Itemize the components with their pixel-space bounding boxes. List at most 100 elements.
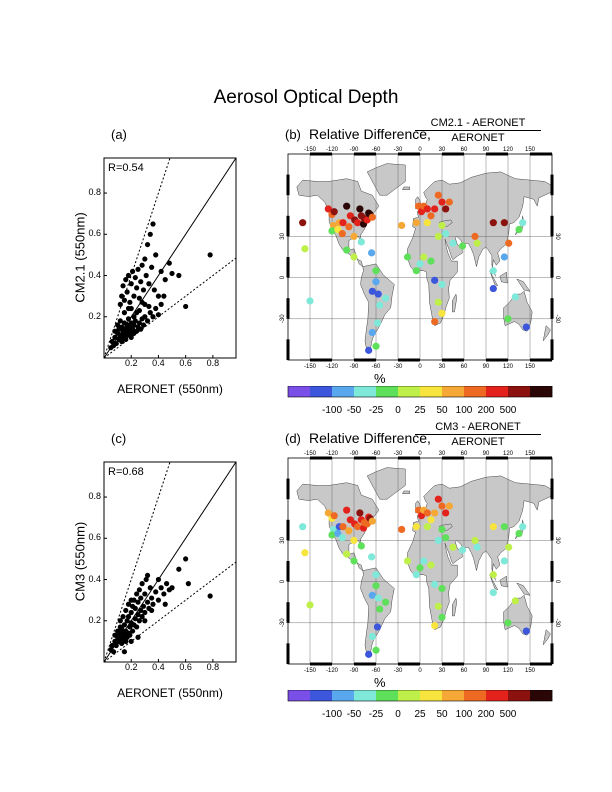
colorbar-tick-label: 25: [414, 709, 426, 720]
station-marker: [381, 294, 390, 302]
colorbar-swatch: [464, 690, 487, 701]
station-marker: [515, 529, 523, 538]
data-point: [138, 607, 144, 614]
data-point: [153, 252, 159, 258]
landmass: [452, 293, 457, 313]
station-marker: [345, 527, 353, 535]
latitude-label-left: 30: [280, 536, 286, 543]
colorbar-frame: [287, 385, 553, 398]
latitude-label-left: 0: [280, 275, 286, 279]
station-marker: [434, 298, 442, 306]
data-point: [135, 634, 141, 640]
data-point: [144, 599, 151, 605]
data-point: [147, 231, 153, 237]
station-marker: [328, 227, 336, 235]
station-marker: [368, 517, 376, 525]
data-point: [127, 299, 133, 305]
colorbar-tick-label: -50: [347, 405, 362, 416]
station-marker: [522, 323, 530, 331]
colorbar-unit-b: %: [374, 371, 386, 386]
station-marker: [403, 557, 412, 565]
station-marker: [471, 536, 479, 544]
colorbar-swatch: [508, 386, 531, 397]
colorbar-swatch: [376, 386, 399, 397]
station-marker: [434, 495, 442, 503]
x-tick-label: 0.8: [207, 662, 220, 670]
data-point: [153, 589, 159, 595]
data-point: [124, 289, 130, 295]
station-marker: [431, 205, 439, 213]
colorbar-swatch: [464, 386, 487, 397]
data-point: [149, 595, 155, 601]
data-point: [144, 572, 151, 579]
latitude-label-right: 30: [554, 233, 560, 240]
data-point: [113, 340, 119, 347]
station-marker: [381, 598, 390, 606]
station-marker: [438, 502, 446, 510]
colorbar-tick-label: 200: [478, 405, 495, 416]
y-tick-label: 0.4: [88, 269, 101, 280]
station-marker: [434, 602, 442, 610]
data-point: [169, 585, 175, 591]
station-marker: [368, 328, 376, 337]
fraction-b: CM2.1 - AERONET AERONET: [415, 117, 541, 144]
station-marker: [473, 543, 481, 551]
station-marker: [505, 543, 513, 551]
colorbar-swatch: [442, 690, 465, 701]
station-marker: [489, 219, 497, 227]
longitude-label-bottom: 150: [525, 668, 536, 674]
longitude-label-top: -120: [326, 451, 339, 457]
y-tick-label: 0.8: [88, 491, 101, 502]
y-axis-label: CM3 (550nm): [72, 521, 88, 602]
data-point: [131, 314, 137, 320]
longitude-label-bottom: -150: [304, 668, 317, 674]
station-marker: [356, 205, 364, 213]
station-marker: [438, 584, 446, 593]
station-marker: [511, 293, 519, 301]
colorbar-swatch: [442, 386, 465, 397]
station-marker: [372, 571, 380, 579]
station-marker: [398, 221, 406, 230]
station-marker: [301, 245, 309, 253]
station-marker: [374, 594, 382, 602]
data-point: [117, 318, 123, 324]
station-marker: [372, 267, 380, 275]
latitude-label-left: 0: [280, 579, 286, 583]
station-marker: [414, 506, 423, 514]
station-marker: [330, 512, 338, 520]
station-marker: [350, 232, 358, 240]
scatter-panel-a: 0.2 0.4 0.6 0.8 R=0.54: [100, 150, 240, 368]
station-marker: [338, 534, 346, 542]
data-point: [161, 293, 167, 299]
longitude-label-bottom: 60: [461, 364, 468, 370]
data-point: [155, 293, 162, 299]
longitude-label-top: -60: [372, 147, 381, 153]
data-point: [161, 591, 167, 597]
station-marker: [350, 536, 358, 544]
longitude-label-bottom: 0: [418, 668, 422, 674]
data-point: [123, 607, 129, 614]
data-point: [162, 601, 168, 607]
station-marker: [442, 230, 450, 238]
station-marker: [416, 260, 424, 268]
station-marker: [416, 564, 424, 572]
station-marker: [515, 225, 523, 234]
data-point: [134, 624, 140, 630]
fraction-numerator-b: CM2.1 - AERONET: [415, 117, 541, 131]
longitude-label-top: 60: [461, 147, 468, 153]
data-point: [155, 312, 162, 318]
longitude-label-top: -90: [350, 147, 359, 153]
longitude-label-top: -30: [394, 147, 403, 153]
data-point: [131, 293, 137, 299]
data-point: [150, 314, 156, 320]
colorbar-tick-label: 50: [436, 405, 448, 416]
colorbar-tick-label: 500: [500, 405, 517, 416]
station-marker: [511, 597, 519, 605]
station-marker: [434, 536, 442, 544]
data-point: [109, 338, 115, 345]
colorbar-tick-label: -100: [322, 709, 342, 720]
colorbar-tick-label: 25: [414, 405, 426, 416]
data-point: [147, 310, 153, 316]
data-point: [135, 266, 141, 272]
data-point: [155, 576, 162, 583]
